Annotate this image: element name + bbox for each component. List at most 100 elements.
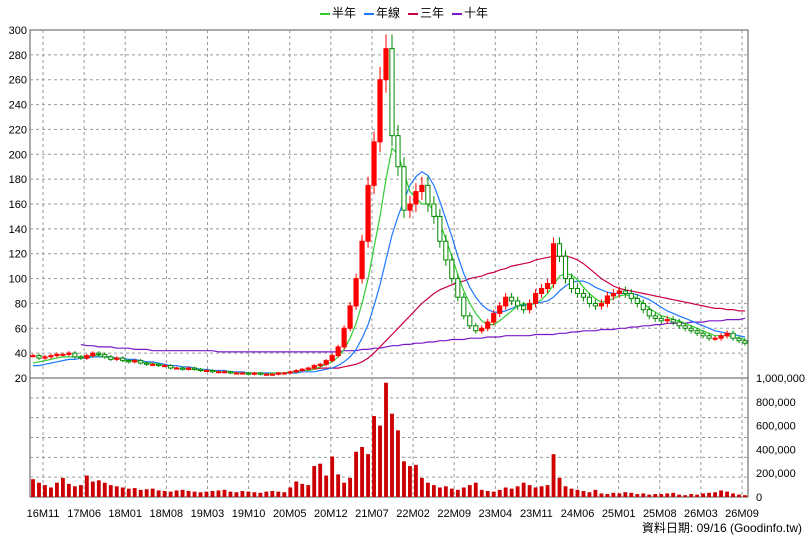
- candle-body: [281, 372, 287, 375]
- candle-body: [485, 321, 491, 329]
- price-tick-label: 200: [9, 149, 27, 161]
- candle-body: [269, 373, 275, 376]
- candle-body: [682, 325, 688, 329]
- candle-body: [84, 355, 90, 359]
- candle-body: [96, 352, 102, 355]
- volume-bar: [509, 488, 514, 497]
- volume-bar: [563, 486, 568, 497]
- candle-body: [347, 305, 353, 329]
- candle-body: [144, 362, 150, 365]
- candle-body: [562, 255, 569, 280]
- candle-body: [449, 259, 455, 280]
- volume-bar: [485, 491, 490, 497]
- candle-body: [156, 363, 162, 367]
- candle-body: [287, 371, 293, 374]
- candle-body: [580, 292, 587, 298]
- volume-bar: [246, 491, 251, 497]
- candle-body: [227, 371, 234, 374]
- candle-body: [503, 296, 509, 307]
- candle-body: [718, 335, 724, 339]
- volume-bar: [324, 475, 329, 497]
- candle-body: [658, 317, 664, 322]
- price-tick-label: 220: [9, 124, 27, 136]
- candle-body: [323, 360, 329, 365]
- candle-body: [598, 302, 604, 307]
- legend-item: 半年: [319, 4, 356, 21]
- candle-body: [419, 184, 425, 193]
- volume-bar: [396, 430, 400, 497]
- volume-bar: [84, 475, 89, 497]
- volume-bar: [300, 483, 305, 497]
- x-tick-label: 18M08: [150, 508, 184, 520]
- ma-ten-year-line: [80, 317, 746, 353]
- candle-body: [168, 365, 174, 369]
- candle-body: [538, 288, 545, 294]
- x-tick-label: 25M08: [643, 508, 677, 520]
- candle-body: [592, 302, 599, 307]
- volume-bar: [683, 495, 688, 497]
- volume-tick-label: 1,000,000: [756, 373, 805, 385]
- volume-bar: [384, 382, 388, 497]
- volume-bar: [467, 485, 472, 497]
- candle-body: [371, 141, 377, 186]
- candle-body: [221, 371, 228, 374]
- volume-bar: [414, 464, 418, 497]
- volume-bar: [138, 489, 143, 497]
- volume-bar: [360, 447, 364, 497]
- volume-bar: [264, 491, 269, 497]
- candle-body: [706, 335, 712, 339]
- candle-body: [126, 360, 132, 363]
- candle-body: [425, 184, 431, 205]
- volume-bar: [43, 485, 47, 497]
- candle-body: [479, 327, 485, 332]
- candle-body: [628, 292, 634, 299]
- candle-body: [120, 357, 126, 362]
- volume-bar: [216, 490, 221, 497]
- candle-body: [191, 367, 198, 370]
- volume-bar: [186, 491, 191, 497]
- candle-body: [174, 367, 180, 370]
- candle-body: [664, 319, 670, 322]
- volume-bar: [258, 492, 263, 497]
- candle-body: [275, 372, 281, 375]
- candle-body: [78, 356, 84, 359]
- volume-bar: [228, 491, 233, 497]
- x-tick-label: 23M04: [478, 508, 512, 520]
- candle-body: [132, 360, 138, 363]
- x-tick-label: 26M09: [725, 508, 759, 520]
- volume-bar: [66, 483, 71, 497]
- price-tick-label: 60: [15, 323, 27, 335]
- volume-tick-label: 800,000: [756, 397, 796, 409]
- volume-bar: [96, 480, 101, 497]
- volume-bar: [348, 477, 353, 497]
- volume-bar: [354, 451, 359, 497]
- candle-body: [102, 353, 108, 358]
- volume-bar: [120, 487, 125, 497]
- volume-bar: [174, 490, 179, 497]
- volume-bar: [665, 493, 670, 497]
- price-tick-label: 240: [9, 100, 27, 112]
- candle-body: [305, 367, 311, 370]
- candle-body: [36, 355, 42, 359]
- candle-body: [401, 166, 407, 211]
- candle-body: [311, 365, 317, 369]
- chart-legend: 半年 年線 三年 十年: [0, 4, 808, 22]
- volume-bar: [635, 494, 640, 497]
- ma-three-year-line: [308, 255, 745, 370]
- data-source-label: (Goodinfo.tw): [729, 521, 802, 535]
- candle-body: [586, 296, 593, 304]
- candle-body: [610, 292, 616, 297]
- volume-bar: [270, 491, 275, 497]
- volume-bar: [497, 489, 502, 497]
- candle-body: [568, 278, 575, 290]
- candle-body: [389, 48, 395, 137]
- volume-bar: [725, 491, 729, 497]
- candle-body: [293, 370, 299, 373]
- candle-body: [622, 290, 628, 294]
- legend-item: 三年: [408, 4, 444, 21]
- volume-bar: [587, 492, 592, 497]
- volume-bar: [372, 416, 376, 497]
- ma-half-year-line: [32, 146, 746, 375]
- volume-bar: [719, 490, 723, 497]
- candle-body: [497, 305, 503, 314]
